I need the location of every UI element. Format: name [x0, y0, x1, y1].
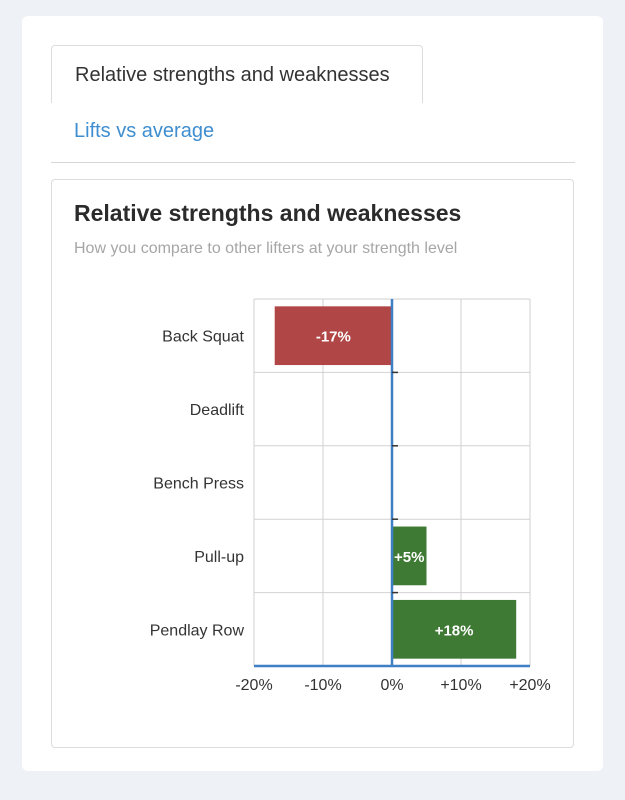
chart-subtitle: How you compare to other lifters at your… — [74, 240, 458, 257]
bar-0 — [274, 306, 392, 366]
x-tick-label-2: 0% — [380, 677, 403, 694]
bar-3 — [392, 526, 427, 586]
chart-title: Relative strengths and weaknesses — [74, 200, 462, 226]
category-label-2: Bench Press — [153, 476, 244, 493]
category-label-4: Pendlay Row — [150, 622, 245, 639]
tab-relative-strengths[interactable]: Relative strengths and weaknesses — [51, 45, 423, 103]
x-tick-label-1: -10% — [304, 677, 341, 694]
data-label-0: -17% — [316, 329, 351, 346]
x-tick-label-3: +10% — [440, 677, 481, 694]
bar-4 — [392, 599, 517, 659]
category-label-3: Pull-up — [194, 549, 244, 566]
data-label-4: +18% — [435, 622, 474, 639]
tabs-divider — [51, 162, 575, 163]
x-tick-label-4: +20% — [509, 677, 550, 694]
category-label-1: Deadlift — [190, 402, 245, 419]
outer-card: Relative strengths and weaknesses Lifts … — [22, 16, 603, 771]
x-tick-label-0: -20% — [235, 677, 272, 694]
chart-card: Relative strengths and weaknesses How yo… — [51, 179, 574, 748]
bar-chart: Back Squat -17% Deadlift Bench Press Pull-up… — [150, 298, 551, 694]
tab-lifts-vs-average[interactable]: Lifts vs average — [74, 120, 215, 142]
data-label-3: +5% — [394, 549, 424, 566]
category-label-0: Back Squat — [162, 329, 244, 346]
